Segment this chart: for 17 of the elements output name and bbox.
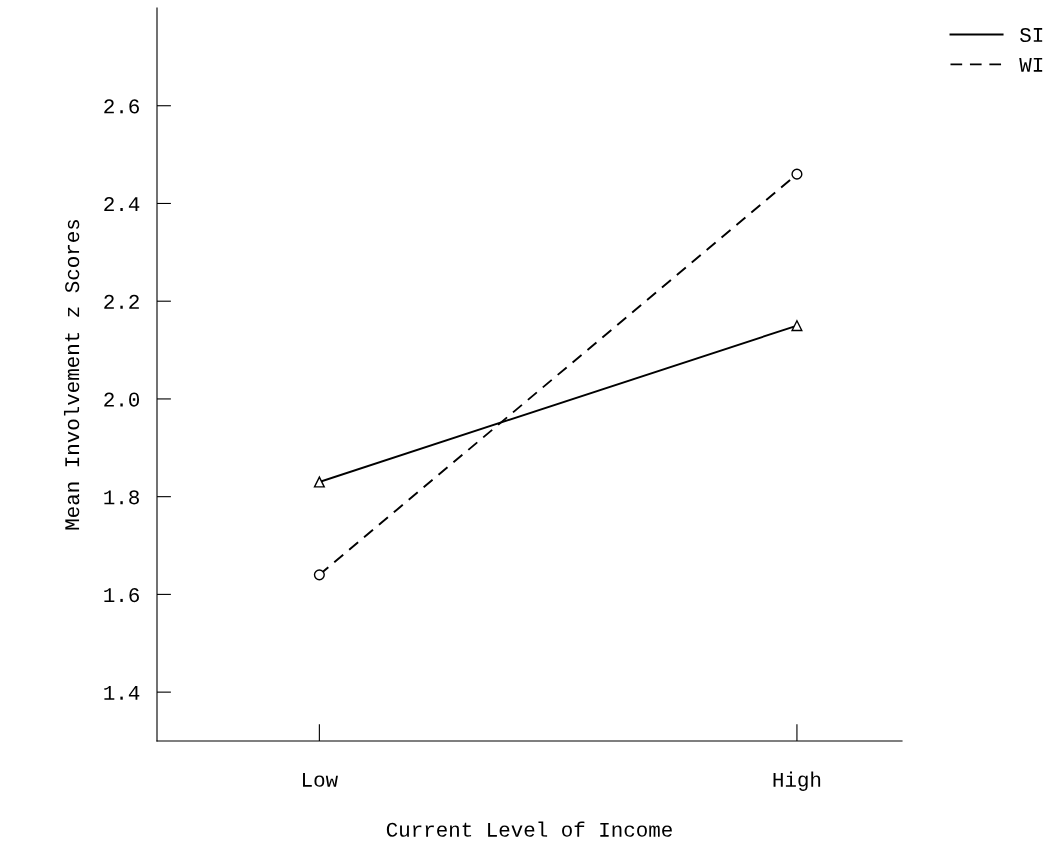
y-tick-label: 2.0 <box>104 392 140 407</box>
y-tick-label: 1.6 <box>104 588 139 603</box>
point <box>313 476 325 488</box>
y-tick-label: 1.4 <box>104 685 140 700</box>
y-tick-label: 1.8 <box>104 490 139 505</box>
y-tick-label: 2.2 <box>104 294 139 309</box>
legend-label: WI <box>1019 57 1043 72</box>
x-axis-title: Current Level of Income <box>386 821 672 837</box>
point <box>313 569 325 581</box>
y-axis-title: Mean Involvement z Scores <box>63 219 80 530</box>
x-tick-label: High <box>773 771 821 791</box>
y-tick-label: 2.6 <box>104 99 139 114</box>
y-tick-label: 2.4 <box>104 197 140 212</box>
point <box>791 168 803 180</box>
point <box>791 320 803 332</box>
x-tick-label: Low <box>303 772 338 787</box>
legend-label: SI <box>1020 27 1043 43</box>
